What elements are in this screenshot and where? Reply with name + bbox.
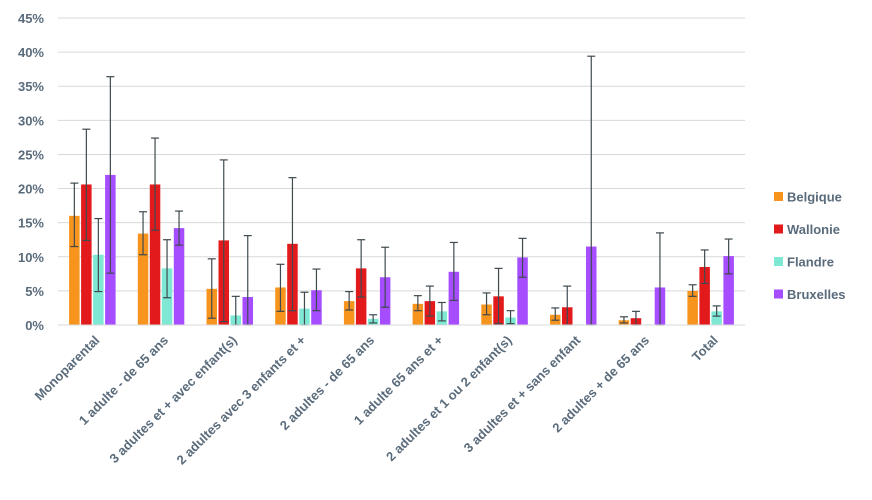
legend-swatch xyxy=(774,192,783,201)
legend-label: Belgique xyxy=(787,190,842,205)
bar-belgique xyxy=(343,301,355,325)
error-bar xyxy=(82,128,91,242)
y-tick-label: 30% xyxy=(18,113,44,128)
y-axis-ticks: 0% 5% 10% 15% 20% 25% 30% 35% 40% 45% xyxy=(18,11,44,333)
error-bar xyxy=(413,295,422,312)
error-bar xyxy=(381,246,390,308)
y-tick-label: 20% xyxy=(18,182,44,197)
legend-swatch xyxy=(774,257,783,266)
error-bar xyxy=(312,268,321,312)
bar-wallonie xyxy=(149,184,161,325)
x-tick-label: Total xyxy=(689,333,721,365)
error-bar xyxy=(151,137,160,231)
bar-bruxelles xyxy=(173,228,185,325)
legend-label: Bruxelles xyxy=(787,287,846,302)
legend-swatch xyxy=(774,224,783,234)
bar-belgique xyxy=(137,233,149,325)
error-bar xyxy=(506,310,515,325)
error-bar xyxy=(70,182,79,248)
error-bar xyxy=(688,284,697,297)
error-bar xyxy=(437,301,446,322)
error-bar xyxy=(276,263,285,312)
y-tick-label: 25% xyxy=(18,147,44,162)
y-tick-label: 45% xyxy=(18,11,44,26)
error-bar xyxy=(425,285,434,317)
bar-belgique xyxy=(412,303,424,325)
legend: Belgique Wallonie Flandre Bruxelles xyxy=(774,190,846,302)
error-bar xyxy=(724,238,733,275)
legend-label: Wallonie xyxy=(787,222,840,237)
error-bar xyxy=(518,237,527,278)
gridlines xyxy=(58,17,745,292)
bar-wallonie xyxy=(81,184,92,325)
bar-wallonie xyxy=(699,267,710,325)
legend-label: Flandre xyxy=(787,255,834,270)
bar-belgique xyxy=(687,290,698,325)
bar-bruxelles xyxy=(517,257,528,325)
error-bar xyxy=(175,210,184,246)
error-bar xyxy=(288,177,297,312)
x-tick-label: 2 adultes et 1 ou 2 enfant(s) xyxy=(383,333,515,465)
y-tick-label: 0% xyxy=(25,318,44,333)
legend-item-bruxelles: Bruxelles xyxy=(774,287,846,302)
error-bar xyxy=(482,292,491,316)
x-tick-label: 3 adultes et + avec enfant(s) xyxy=(106,333,239,466)
y-tick-label: 35% xyxy=(18,79,44,94)
error-bar xyxy=(712,305,721,317)
error-bar xyxy=(139,211,148,256)
y-tick-label: 10% xyxy=(18,250,44,265)
error-bar xyxy=(345,290,354,311)
x-tick-label: 2 adultes avec 3 enfants et + xyxy=(174,332,309,467)
error-bar xyxy=(494,267,503,325)
y-tick-label: 15% xyxy=(18,216,44,231)
error-bar xyxy=(219,159,228,323)
error-bar xyxy=(551,307,560,321)
error-bar xyxy=(700,249,709,284)
bar-flandre xyxy=(711,311,722,325)
legend-item-flandre: Flandre xyxy=(774,255,834,270)
y-tick-label: 40% xyxy=(18,45,44,60)
legend-item-belgique: Belgique xyxy=(774,190,842,205)
legend-item-wallonie: Wallonie xyxy=(774,222,840,237)
error-bar xyxy=(207,258,216,319)
x-tick-label: Monoparental xyxy=(32,333,103,404)
legend-swatch xyxy=(774,289,783,299)
bars xyxy=(69,174,734,325)
error-bar xyxy=(449,241,458,302)
y-tick-label: 5% xyxy=(25,284,44,299)
error-bar xyxy=(357,239,366,298)
error-bar xyxy=(619,316,628,324)
error-bar xyxy=(163,239,172,299)
x-tick-label: 3 adultes et + sans enfant xyxy=(461,332,584,455)
bar-bruxelles xyxy=(723,256,734,325)
error-bar xyxy=(94,217,103,293)
error-bar xyxy=(106,76,115,274)
error-bar xyxy=(369,314,378,324)
bar-belgique xyxy=(69,215,80,325)
